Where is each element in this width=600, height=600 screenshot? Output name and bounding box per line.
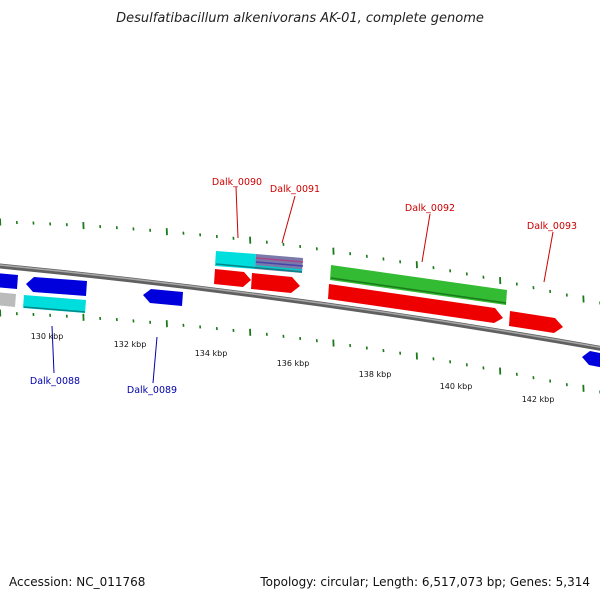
cds-feature-blue[interactable] <box>143 289 183 306</box>
cds-feature-green-edge <box>330 277 507 304</box>
cds-feature-blue[interactable] <box>26 277 87 296</box>
gene-label-dalk-0093[interactable]: Dalk_0093 <box>527 221 577 232</box>
scale-label-140: 140 kbp <box>440 382 473 391</box>
genome-backbone-highlight <box>0 264 600 349</box>
scale-label-134: 134 kbp <box>195 349 228 358</box>
cds-stripe <box>255 265 303 271</box>
cds-feature-red[interactable] <box>251 273 300 293</box>
gene-label-dalk-0092[interactable]: Dalk_0092 <box>405 203 455 214</box>
cds-feature-red[interactable] <box>509 311 563 333</box>
topology-summary: Topology: circular; Length: 6,517,073 bp… <box>259 575 590 589</box>
genome-backbone <box>0 263 600 351</box>
cds-stripe <box>255 261 304 267</box>
gene-label-dalk-0088[interactable]: Dalk_0088 <box>30 376 80 387</box>
cds-feature-blue[interactable] <box>582 351 600 368</box>
cds-stripe <box>255 257 304 263</box>
gene-features <box>0 251 600 368</box>
scale-label-138: 138 kbp <box>359 370 392 379</box>
cds-feature-cyan[interactable] <box>23 295 86 313</box>
cds-feature-blue[interactable] <box>0 273 18 289</box>
inner-tick-ring <box>0 309 600 394</box>
gene-label-dalk-0090[interactable]: Dalk_0090 <box>212 177 262 188</box>
outer-tick-ring <box>0 218 600 305</box>
cds-feature-cyan-edge <box>215 263 303 273</box>
cds-feature-green[interactable] <box>330 265 507 305</box>
gene-label-dalk-0089[interactable]: Dalk_0089 <box>127 385 177 396</box>
cds-feature-red[interactable] <box>328 284 503 323</box>
gene-label-dalk-0091[interactable]: Dalk_0091 <box>270 184 320 195</box>
scale-label-136: 136 kbp <box>277 359 310 368</box>
accession-text: Accession: NC_011768 <box>9 575 145 589</box>
cds-feature-cyan-edge <box>23 306 86 313</box>
scale-label-130: 130 kbp <box>31 332 64 341</box>
map-title: Desulfatibacillum alkenivorans AK-01, co… <box>116 11 484 26</box>
cds-feature-red[interactable] <box>214 269 251 287</box>
scale-label-142: 142 kbp <box>522 395 555 404</box>
cds-feature-grey[interactable] <box>0 292 16 307</box>
scale-label-132: 132 kbp <box>114 340 147 349</box>
label-leaders <box>51 186 554 384</box>
